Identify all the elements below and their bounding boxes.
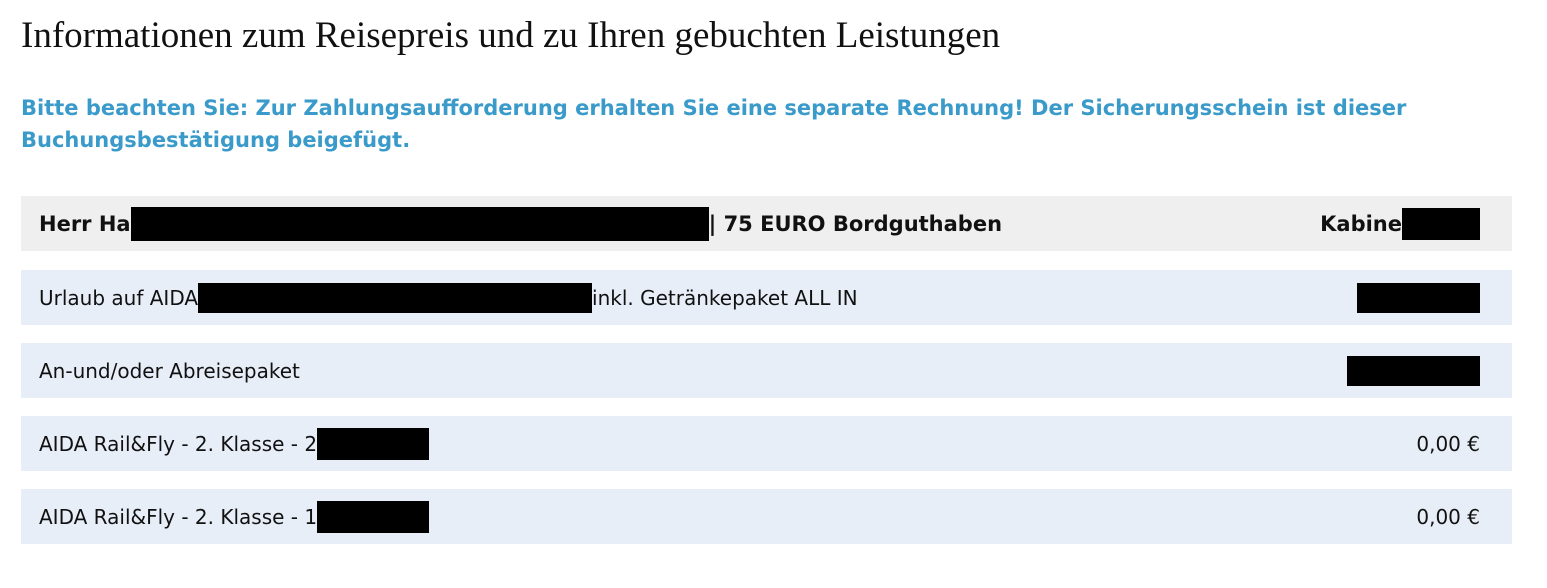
redaction bbox=[1357, 282, 1480, 313]
table-head: Herr Ha | 75 EURO Bordguthaben Kabine bbox=[21, 196, 1512, 251]
table-row: AIDA Rail&Fly - 2. Klasse - 2 0,00 € bbox=[21, 416, 1512, 471]
redaction bbox=[198, 282, 593, 313]
row-label: AIDA Rail&Fly - 2. Klasse - 1 bbox=[39, 504, 318, 529]
redaction bbox=[317, 500, 430, 533]
redaction bbox=[1402, 207, 1480, 240]
row-label: Urlaub auf AIDA bbox=[39, 285, 199, 310]
page-title: Informationen zum Reisepreis und zu Ihre… bbox=[21, 15, 1001, 56]
name-end: | 75 EURO Bordguthaben bbox=[708, 211, 1003, 236]
table-row: Urlaub auf AIDA inkl. Getränkepaket ALL I… bbox=[21, 270, 1512, 325]
row-price: 0,00 € bbox=[1416, 431, 1480, 456]
redaction bbox=[1347, 355, 1480, 386]
row-price: 0,00 € bbox=[1416, 504, 1480, 529]
table-row: AIDA Rail&Fly - 2. Klasse - 1 0,00 € bbox=[21, 489, 1512, 544]
notice: Bitte beachten Sie: Zur Zahlungsaufforde… bbox=[21, 96, 1407, 152]
row-label: AIDA Rail&Fly - 2. Klasse - 2 bbox=[39, 431, 318, 456]
cabin-label: Kabine bbox=[1320, 211, 1402, 236]
redaction bbox=[317, 427, 430, 460]
row-label: An-und/oder Abreisepaket bbox=[39, 358, 300, 383]
table-row: An-und/oder Abreisepaket bbox=[21, 343, 1512, 398]
redaction bbox=[130, 206, 709, 241]
name-start: Herr Ha bbox=[39, 211, 131, 236]
row-label: inkl. Getränkepaket ALL IN bbox=[592, 285, 858, 310]
